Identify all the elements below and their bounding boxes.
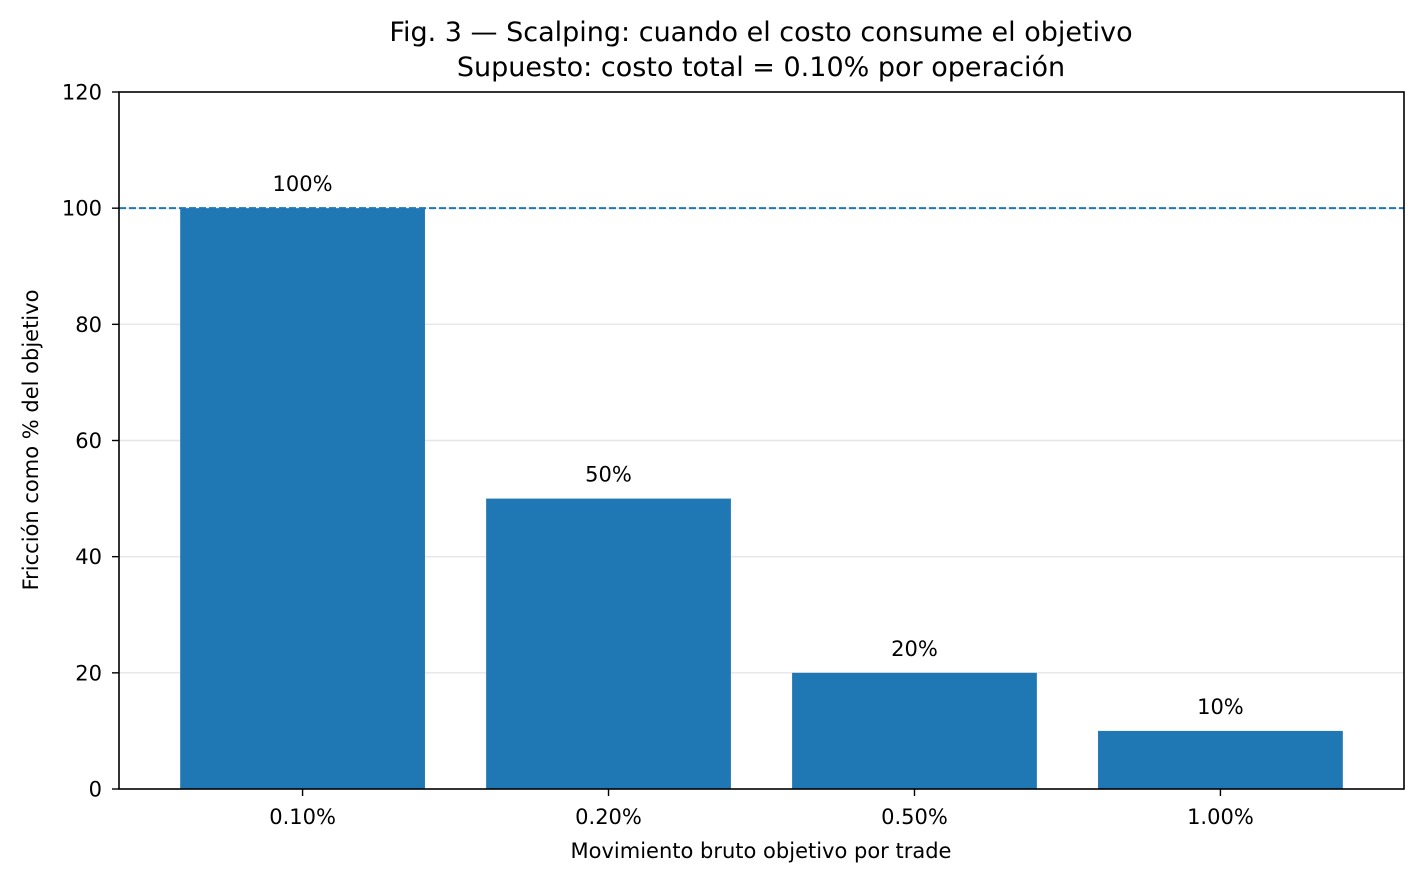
- bar-value-label: 50%: [585, 463, 632, 487]
- x-axis-ticks: 0.10% 0.20% 0.50% 1.00%: [269, 789, 1254, 829]
- y-tick-label: 100: [62, 197, 102, 221]
- bar-value-label: 100%: [273, 172, 333, 196]
- x-tick-label: 0.50%: [881, 805, 948, 829]
- bar-3: [792, 672, 1037, 789]
- y-tick-label: 80: [75, 313, 102, 337]
- bars: [180, 208, 1343, 789]
- y-tick-label: 40: [75, 545, 102, 569]
- y-tick-label: 120: [62, 81, 102, 105]
- y-tick-label: 60: [75, 429, 102, 453]
- bar-4: [1098, 730, 1343, 789]
- y-axis-ticks: 0 20 40 60 80 100 120: [62, 81, 119, 802]
- y-axis-label: Fricción como % del objetivo: [19, 290, 43, 591]
- bar-value-label: 10%: [1197, 695, 1244, 719]
- x-axis-label: Movimiento bruto objetivo por trade: [571, 839, 952, 863]
- chart-subtitle: Supuesto: costo total = 0.10% por operac…: [457, 52, 1065, 83]
- x-tick-label: 0.20%: [575, 805, 642, 829]
- x-tick-label: 0.10%: [269, 805, 336, 829]
- y-tick-label: 0: [89, 778, 102, 802]
- x-tick-label: 1.00%: [1187, 805, 1254, 829]
- bar-1: [180, 208, 425, 789]
- bar-value-label: 20%: [891, 637, 938, 661]
- data-labels: 100% 50% 20% 10%: [273, 172, 1244, 719]
- y-tick-label: 20: [75, 661, 102, 685]
- chart-title: Fig. 3 — Scalping: cuando el costo consu…: [389, 17, 1132, 48]
- bar-2: [486, 498, 731, 789]
